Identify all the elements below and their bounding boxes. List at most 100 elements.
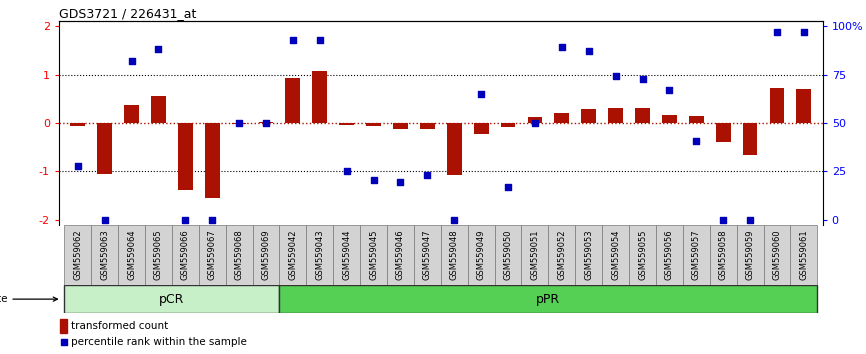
Bar — [608, 108, 623, 123]
FancyBboxPatch shape — [118, 225, 145, 285]
Point — [797, 29, 811, 35]
Point — [71, 163, 85, 169]
Text: disease state: disease state — [0, 294, 57, 304]
FancyBboxPatch shape — [91, 225, 118, 285]
Point — [313, 37, 326, 42]
Point — [232, 120, 246, 126]
FancyBboxPatch shape — [629, 225, 656, 285]
Text: GSM559044: GSM559044 — [342, 229, 351, 280]
Point — [448, 217, 462, 223]
Point — [662, 87, 676, 93]
Bar — [662, 115, 677, 123]
Text: GSM559042: GSM559042 — [288, 229, 297, 280]
Text: GSM559050: GSM559050 — [503, 229, 513, 280]
Text: GSM559057: GSM559057 — [692, 229, 701, 280]
FancyBboxPatch shape — [791, 225, 818, 285]
FancyBboxPatch shape — [253, 225, 280, 285]
FancyBboxPatch shape — [548, 225, 575, 285]
FancyBboxPatch shape — [387, 225, 414, 285]
Text: percentile rank within the sample: percentile rank within the sample — [71, 337, 247, 347]
Point — [125, 58, 139, 64]
Point — [286, 37, 300, 42]
FancyBboxPatch shape — [521, 225, 548, 285]
FancyBboxPatch shape — [307, 225, 333, 285]
Text: GSM559064: GSM559064 — [127, 229, 136, 280]
FancyBboxPatch shape — [360, 225, 387, 285]
FancyBboxPatch shape — [198, 225, 226, 285]
Text: GSM559045: GSM559045 — [369, 229, 378, 280]
Bar — [474, 123, 488, 134]
Point — [420, 172, 434, 178]
Point — [205, 217, 219, 223]
Bar — [178, 123, 193, 190]
Text: pPR: pPR — [536, 293, 560, 306]
FancyBboxPatch shape — [280, 225, 307, 285]
Point — [366, 177, 380, 183]
FancyBboxPatch shape — [414, 225, 441, 285]
FancyBboxPatch shape — [737, 225, 764, 285]
FancyBboxPatch shape — [145, 225, 171, 285]
Text: GSM559069: GSM559069 — [262, 229, 270, 280]
Bar — [635, 108, 650, 123]
Point — [339, 168, 353, 173]
FancyBboxPatch shape — [333, 225, 360, 285]
FancyBboxPatch shape — [64, 225, 91, 285]
FancyBboxPatch shape — [710, 225, 737, 285]
Bar — [501, 123, 515, 127]
Text: GSM559068: GSM559068 — [235, 229, 243, 280]
Bar — [124, 104, 139, 123]
Text: GSM559043: GSM559043 — [315, 229, 324, 280]
Bar — [151, 96, 165, 123]
Text: GSM559052: GSM559052 — [558, 229, 566, 280]
Point — [259, 120, 273, 126]
Bar — [420, 123, 435, 129]
FancyBboxPatch shape — [468, 225, 494, 285]
Point — [178, 217, 192, 223]
Point — [152, 46, 165, 52]
Point — [609, 73, 623, 78]
Bar — [339, 123, 354, 125]
Text: GSM559065: GSM559065 — [154, 229, 163, 280]
Bar — [60, 319, 67, 333]
Point — [716, 217, 730, 223]
Point — [689, 139, 703, 144]
Bar — [313, 71, 327, 123]
Text: GSM559046: GSM559046 — [396, 229, 405, 280]
FancyBboxPatch shape — [171, 225, 198, 285]
FancyBboxPatch shape — [683, 225, 710, 285]
Bar — [259, 122, 274, 123]
Text: GSM559066: GSM559066 — [181, 229, 190, 280]
FancyBboxPatch shape — [764, 225, 791, 285]
Text: pCR: pCR — [159, 293, 184, 306]
Point — [98, 217, 112, 223]
Bar — [97, 123, 112, 174]
FancyBboxPatch shape — [64, 285, 280, 313]
Bar — [447, 123, 462, 175]
FancyBboxPatch shape — [226, 225, 253, 285]
Bar — [366, 123, 381, 126]
Bar — [770, 88, 785, 123]
FancyBboxPatch shape — [494, 225, 521, 285]
Text: GSM559049: GSM559049 — [476, 229, 486, 280]
Bar — [581, 109, 596, 123]
Point — [289, 241, 303, 247]
Bar — [527, 117, 542, 123]
Text: GSM559054: GSM559054 — [611, 229, 620, 280]
Point — [743, 217, 757, 223]
Point — [770, 29, 784, 35]
Bar — [716, 123, 731, 142]
Point — [475, 91, 488, 97]
Bar — [688, 116, 704, 123]
Text: GDS3721 / 226431_at: GDS3721 / 226431_at — [59, 7, 197, 20]
Bar — [393, 123, 408, 129]
FancyBboxPatch shape — [656, 225, 683, 285]
Point — [582, 48, 596, 54]
Text: GSM559061: GSM559061 — [799, 229, 808, 280]
Text: GSM559067: GSM559067 — [208, 229, 216, 280]
Text: GSM559060: GSM559060 — [772, 229, 781, 280]
Text: GSM559062: GSM559062 — [74, 229, 82, 280]
Bar — [204, 123, 220, 198]
Text: GSM559051: GSM559051 — [531, 229, 540, 280]
Text: GSM559056: GSM559056 — [665, 229, 674, 280]
Bar — [743, 123, 758, 154]
